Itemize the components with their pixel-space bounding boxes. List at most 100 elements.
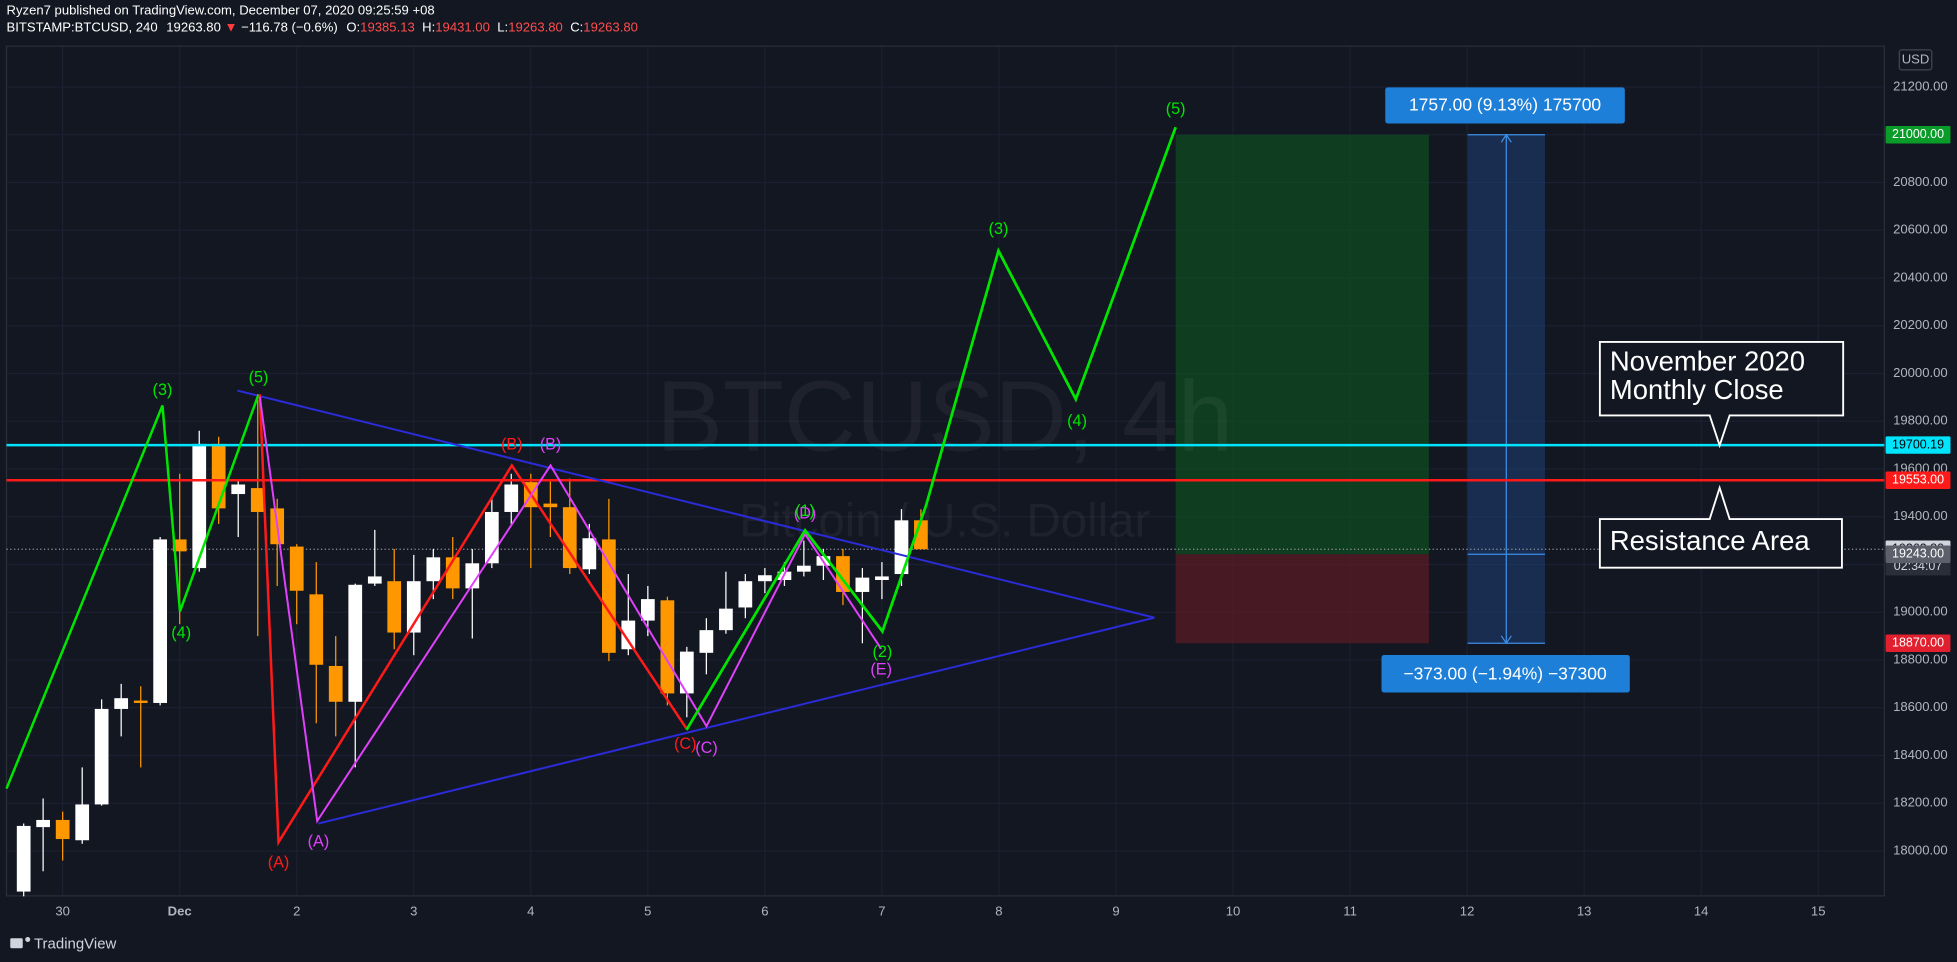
y-tick-label: 20800.00	[1893, 174, 1948, 189]
wave-label: (B)	[501, 436, 523, 454]
candle-body	[309, 594, 324, 665]
watermark-title: BTCUSD, 4h	[656, 362, 1233, 473]
publisher-line: Ryzen7 published on TradingView.com, Dec…	[7, 3, 435, 18]
candle-body	[582, 538, 597, 570]
entry-tag-box	[1885, 545, 1951, 563]
candle-body	[855, 577, 870, 592]
candle-body	[250, 488, 265, 512]
wave-label: (2)	[873, 643, 893, 661]
candle-body	[55, 819, 70, 840]
candle-body	[679, 651, 694, 694]
y-tick-label: 18000.00	[1893, 842, 1948, 857]
back-layer	[5, 45, 1885, 897]
symbol-line: BITSTAMP:BTCUSD, 240 19263.80 ▼ −116.78 …	[7, 20, 638, 35]
ohlc-value: 19385.13	[360, 20, 415, 35]
ohlc-label: O:	[346, 20, 360, 35]
callout-text: Monthly Close	[1610, 374, 1784, 405]
wave-label: (5)	[1166, 100, 1186, 118]
loss-zone	[1175, 554, 1429, 644]
arrow: ▼	[225, 20, 238, 35]
y-tick-label: 20200.00	[1893, 317, 1948, 332]
candle-body	[133, 700, 148, 703]
candle-body	[387, 581, 402, 633]
last: 19263.80	[166, 20, 221, 35]
target-tag: 21000.00	[1892, 127, 1944, 141]
candle-body	[153, 539, 168, 703]
hline-tag-box	[1885, 436, 1951, 454]
wave-label: (C)	[674, 735, 697, 753]
candle-body	[328, 665, 343, 702]
candle-body	[758, 575, 772, 582]
x-tick-label: Dec	[168, 904, 192, 919]
wave-label: (4)	[171, 624, 191, 642]
y-tick-label: 20000.00	[1893, 365, 1948, 380]
y-tick-label: 18200.00	[1893, 795, 1948, 810]
x-tick-label: 15	[1811, 904, 1826, 919]
candle-body	[94, 708, 109, 805]
candle-body	[16, 825, 31, 892]
plot-frame	[5, 45, 1885, 897]
stop-label-box	[1381, 655, 1630, 693]
hline-tag: 19553.00	[1892, 473, 1944, 487]
ohlc-label: L:	[497, 20, 508, 35]
wave-label: (E)	[870, 660, 892, 678]
x-tick-label: 13	[1577, 904, 1592, 919]
ohlc-value: 19431.00	[435, 20, 490, 35]
candle-body	[719, 608, 733, 631]
wave-label: (5)	[249, 368, 269, 386]
x-tick-label: 7	[878, 904, 885, 919]
x-tick-label: 3	[410, 904, 417, 919]
candle-body	[562, 507, 577, 569]
stop-tag: 18870.00	[1892, 636, 1944, 650]
x-tick-label: 12	[1460, 904, 1475, 919]
symbol: BITSTAMP:BTCUSD, 240	[7, 20, 158, 35]
wave-abc	[258, 394, 688, 847]
candle-body	[75, 804, 90, 841]
x-tick-label: 6	[761, 904, 768, 919]
triangle-upper	[237, 389, 1155, 619]
change: −116.78 (−0.6%)	[241, 20, 338, 35]
candle-body	[660, 600, 675, 694]
stop-tag-box	[1885, 634, 1951, 653]
candle-body	[465, 563, 480, 589]
wave-label: (3)	[989, 220, 1009, 238]
y-tick-label: 19800.00	[1893, 413, 1948, 428]
axes: 18000.00 18200.00 18400.00 18600.00 18800.00…	[55, 49, 1951, 919]
x-tick-label: 30	[55, 904, 70, 919]
hline-tag: 19700.19	[1892, 437, 1944, 451]
candle-body	[543, 503, 558, 508]
wave-label: (A)	[268, 854, 290, 872]
candle-body	[621, 620, 636, 650]
y-tick-label: 20600.00	[1893, 222, 1948, 237]
callout-box	[1598, 340, 1845, 449]
candle-body	[796, 565, 811, 572]
candle-body	[504, 484, 519, 512]
wave-label: (D)	[794, 504, 817, 522]
currency: USD	[1902, 51, 1930, 66]
wave-abcde	[258, 396, 883, 824]
wave-label: (A)	[308, 832, 330, 850]
candle-body	[875, 576, 889, 581]
x-tick-label: 8	[995, 904, 1002, 919]
wave-impulse	[5, 393, 260, 790]
candle-body	[699, 630, 714, 653]
candle-body	[348, 584, 363, 702]
y-tick-label: 21200.00	[1893, 78, 1948, 93]
ohlc-value: 19263.80	[508, 20, 563, 35]
y-tick-label: 18800.00	[1893, 651, 1948, 666]
ohlc-label: C:	[570, 20, 583, 35]
ohlc-value: 19263.80	[583, 20, 638, 35]
triangle-lower	[318, 616, 1155, 825]
stop-label: −373.00 (−1.94%) −37300	[1403, 664, 1607, 684]
wave-label: (3)	[153, 381, 173, 399]
callout-text: November 2020	[1610, 345, 1805, 376]
y-tick-label: 19400.00	[1893, 508, 1948, 523]
x-tick-label: 11	[1343, 904, 1357, 919]
logo	[10, 938, 23, 949]
candle-body	[36, 819, 50, 828]
currency-box	[1898, 49, 1933, 71]
x-tick-label: 5	[644, 904, 651, 919]
footer-brand: TradingView	[34, 935, 117, 952]
